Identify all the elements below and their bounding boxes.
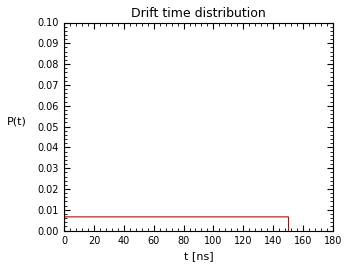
Y-axis label: P(t): P(t) <box>7 117 27 126</box>
X-axis label: t [ns]: t [ns] <box>184 251 213 261</box>
Title: Drift time distribution: Drift time distribution <box>131 7 266 20</box>
